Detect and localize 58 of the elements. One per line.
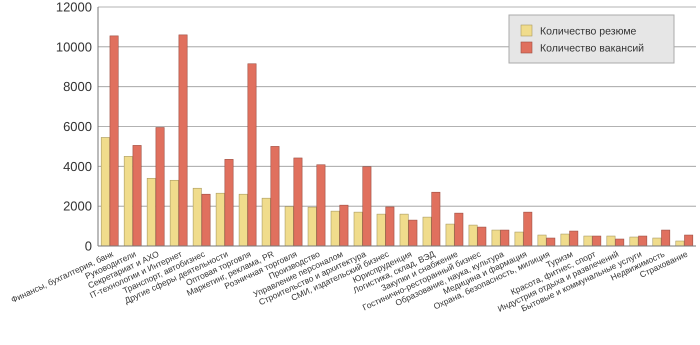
bar [156,127,165,246]
bar [468,224,478,246]
bar [146,178,156,246]
bar [629,236,638,246]
bar [339,204,348,246]
legend-label: Количество вакансий [540,42,644,55]
bar [661,230,670,246]
y-tick-label: 6000 [63,119,92,134]
y-tick-label: 12000 [56,0,92,15]
bar [431,192,440,246]
bar [514,232,524,246]
bar [132,145,142,246]
bar [216,192,225,246]
y-tick-label: 8000 [63,79,92,94]
bar [477,226,486,246]
bar [262,198,271,246]
y-tick-label: 10000 [56,39,92,54]
bar [606,236,616,246]
bar [422,216,432,246]
bar [492,230,500,246]
bar [202,194,210,246]
bar [354,212,363,246]
bar [560,234,570,246]
bar [316,164,326,246]
bar [638,236,648,246]
bar [408,220,418,246]
bar [284,206,294,246]
bar [500,230,510,246]
bar [224,159,234,246]
bar [454,212,464,246]
bar [538,234,546,246]
bar [615,238,624,246]
y-tick-label: 2000 [63,198,92,214]
bar [110,36,119,246]
bar [376,214,386,246]
y-tick-label: 4000 [63,158,92,174]
bar [308,206,317,246]
bar [592,236,602,246]
y-tick-label: 0 [84,238,92,254]
bar [294,158,302,246]
bar [684,234,694,246]
bar [330,210,340,246]
bar [270,146,280,246]
bar [124,156,133,246]
bar [400,214,409,246]
bar [238,194,248,246]
bar [569,230,578,246]
bar [170,180,179,246]
bar [584,236,592,246]
bar [100,137,110,246]
bar [385,206,394,246]
bar [446,224,455,246]
bar [192,188,202,246]
bar [523,212,532,246]
bar [178,34,188,246]
bar [362,166,372,246]
legend-label: Количество резюме [540,26,637,38]
bar [248,63,256,246]
